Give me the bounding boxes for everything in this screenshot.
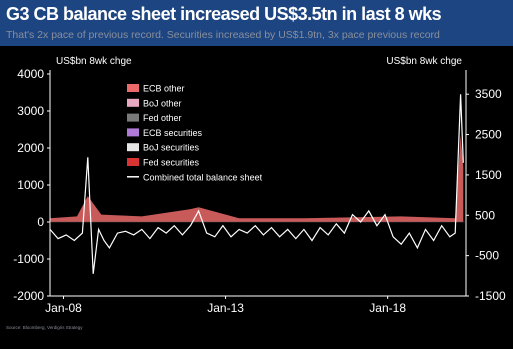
chart-subtitle: That's 2x pace of previous record. Secur… (6, 29, 440, 41)
legend-swatch (127, 84, 139, 92)
x-tick-label: Jan-13 (207, 301, 244, 315)
right-tick-label: 500 (475, 208, 495, 222)
left-tick-label: 3000 (17, 104, 44, 118)
combined-line-layer (49, 94, 464, 274)
combined-total-line (49, 94, 464, 274)
left-tick-label: 2000 (17, 141, 44, 155)
left-axis-label: US$bn 8wk chge (56, 56, 132, 67)
legend-label: Fed other (143, 113, 182, 123)
legend-swatch (127, 113, 139, 122)
left-tick-label: -2000 (13, 289, 44, 303)
legend-swatch (127, 143, 139, 152)
right-tick-label: -1500 (475, 289, 506, 303)
chart-svg: 4000 3000 2000 1000 0 -1000 -2000 3500 2500 1500 5… (13, 56, 506, 315)
legend-swatch (127, 98, 139, 107)
legend-label: Fed securities (143, 158, 200, 168)
right-axis-label: US$bn 8wk chge (386, 56, 462, 67)
legend: ECB other BoJ other Fed other ECB securitie… (127, 84, 263, 182)
left-tick-label: 1000 (17, 178, 44, 192)
ecb-other-area (50, 135, 464, 222)
right-tick-label: 2500 (475, 128, 502, 142)
axes-layer: 4000 3000 2000 1000 0 -1000 -2000 3500 2500 1500 5… (13, 56, 506, 315)
legend-label: BoJ other (143, 98, 182, 108)
legend-swatch (127, 158, 139, 166)
chart-title: G3 CB balance sheet increased US$3.5tn i… (6, 4, 442, 24)
legend-swatch (127, 128, 139, 137)
chart-panel: 4000 3000 2000 1000 0 -1000 -2000 3500 2500 1500 5… (0, 46, 513, 349)
x-tick-label: Jan-08 (45, 301, 82, 315)
stacked-area-layer (50, 135, 464, 222)
legend-label: BoJ securities (143, 143, 200, 153)
left-tick-label: 0 (37, 215, 44, 229)
x-tick-label: Jan-18 (369, 301, 406, 315)
left-tick-label: 4000 (17, 67, 44, 81)
source-note: Source: Bloomberg, Verdigris Strategy (6, 325, 83, 330)
legend-label: ECB securities (143, 128, 203, 138)
right-tick-label: 3500 (475, 87, 502, 101)
legend-label: Combined total balance sheet (143, 172, 263, 182)
right-tick-label: -500 (475, 249, 499, 263)
legend-label: ECB other (143, 84, 185, 94)
left-tick-label: -1000 (13, 252, 44, 266)
right-tick-label: 1500 (475, 168, 502, 182)
